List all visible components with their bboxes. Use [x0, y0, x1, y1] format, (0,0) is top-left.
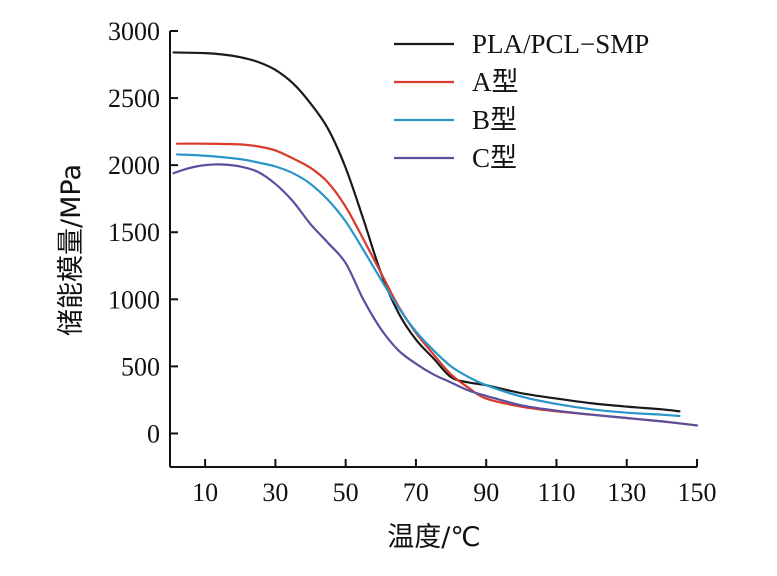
legend-label-3: B型 [472, 105, 517, 135]
plot-area [172, 51, 699, 427]
y-tick-label-1000: 1000 [108, 285, 160, 314]
y-tick-label-1500: 1500 [108, 218, 160, 247]
series-line-1 [172, 51, 681, 413]
y-tick-label-2000: 2000 [108, 151, 160, 180]
series-line-4 [172, 163, 699, 427]
legend-label-1: PLA/PCL−SMP [472, 29, 649, 59]
x-tick-label-10: 10 [192, 478, 218, 507]
legend-label-4: C型 [472, 143, 517, 173]
x-tick-label-130: 130 [607, 478, 646, 507]
y-tick-label-0: 0 [147, 419, 160, 448]
x-tick-label-50: 50 [333, 478, 359, 507]
y-tick-label-500: 500 [121, 352, 160, 381]
legend-label-2: A型 [472, 67, 519, 97]
x-axis-label: 温度/℃ [387, 522, 480, 553]
x-tick-label-150: 150 [678, 478, 717, 507]
y-tick-label-2500: 2500 [108, 84, 160, 113]
y-tick-label-3000: 3000 [108, 17, 160, 46]
axes: 0 500 1000 1500 2000 2500 3000 10 30 50 70 90 110 130… [108, 17, 717, 507]
series-line-2 [175, 142, 699, 427]
series-line-3 [175, 153, 681, 418]
x-tick-label-90: 90 [473, 478, 499, 507]
x-tick-label-110: 110 [537, 478, 575, 507]
legend: PLA/PCL−SMP A型 B型 C型 [394, 29, 649, 173]
y-axis-label: 储能模量/MPa [56, 164, 87, 336]
x-tick-label-70: 70 [403, 478, 429, 507]
x-tick-label-30: 30 [262, 478, 288, 507]
